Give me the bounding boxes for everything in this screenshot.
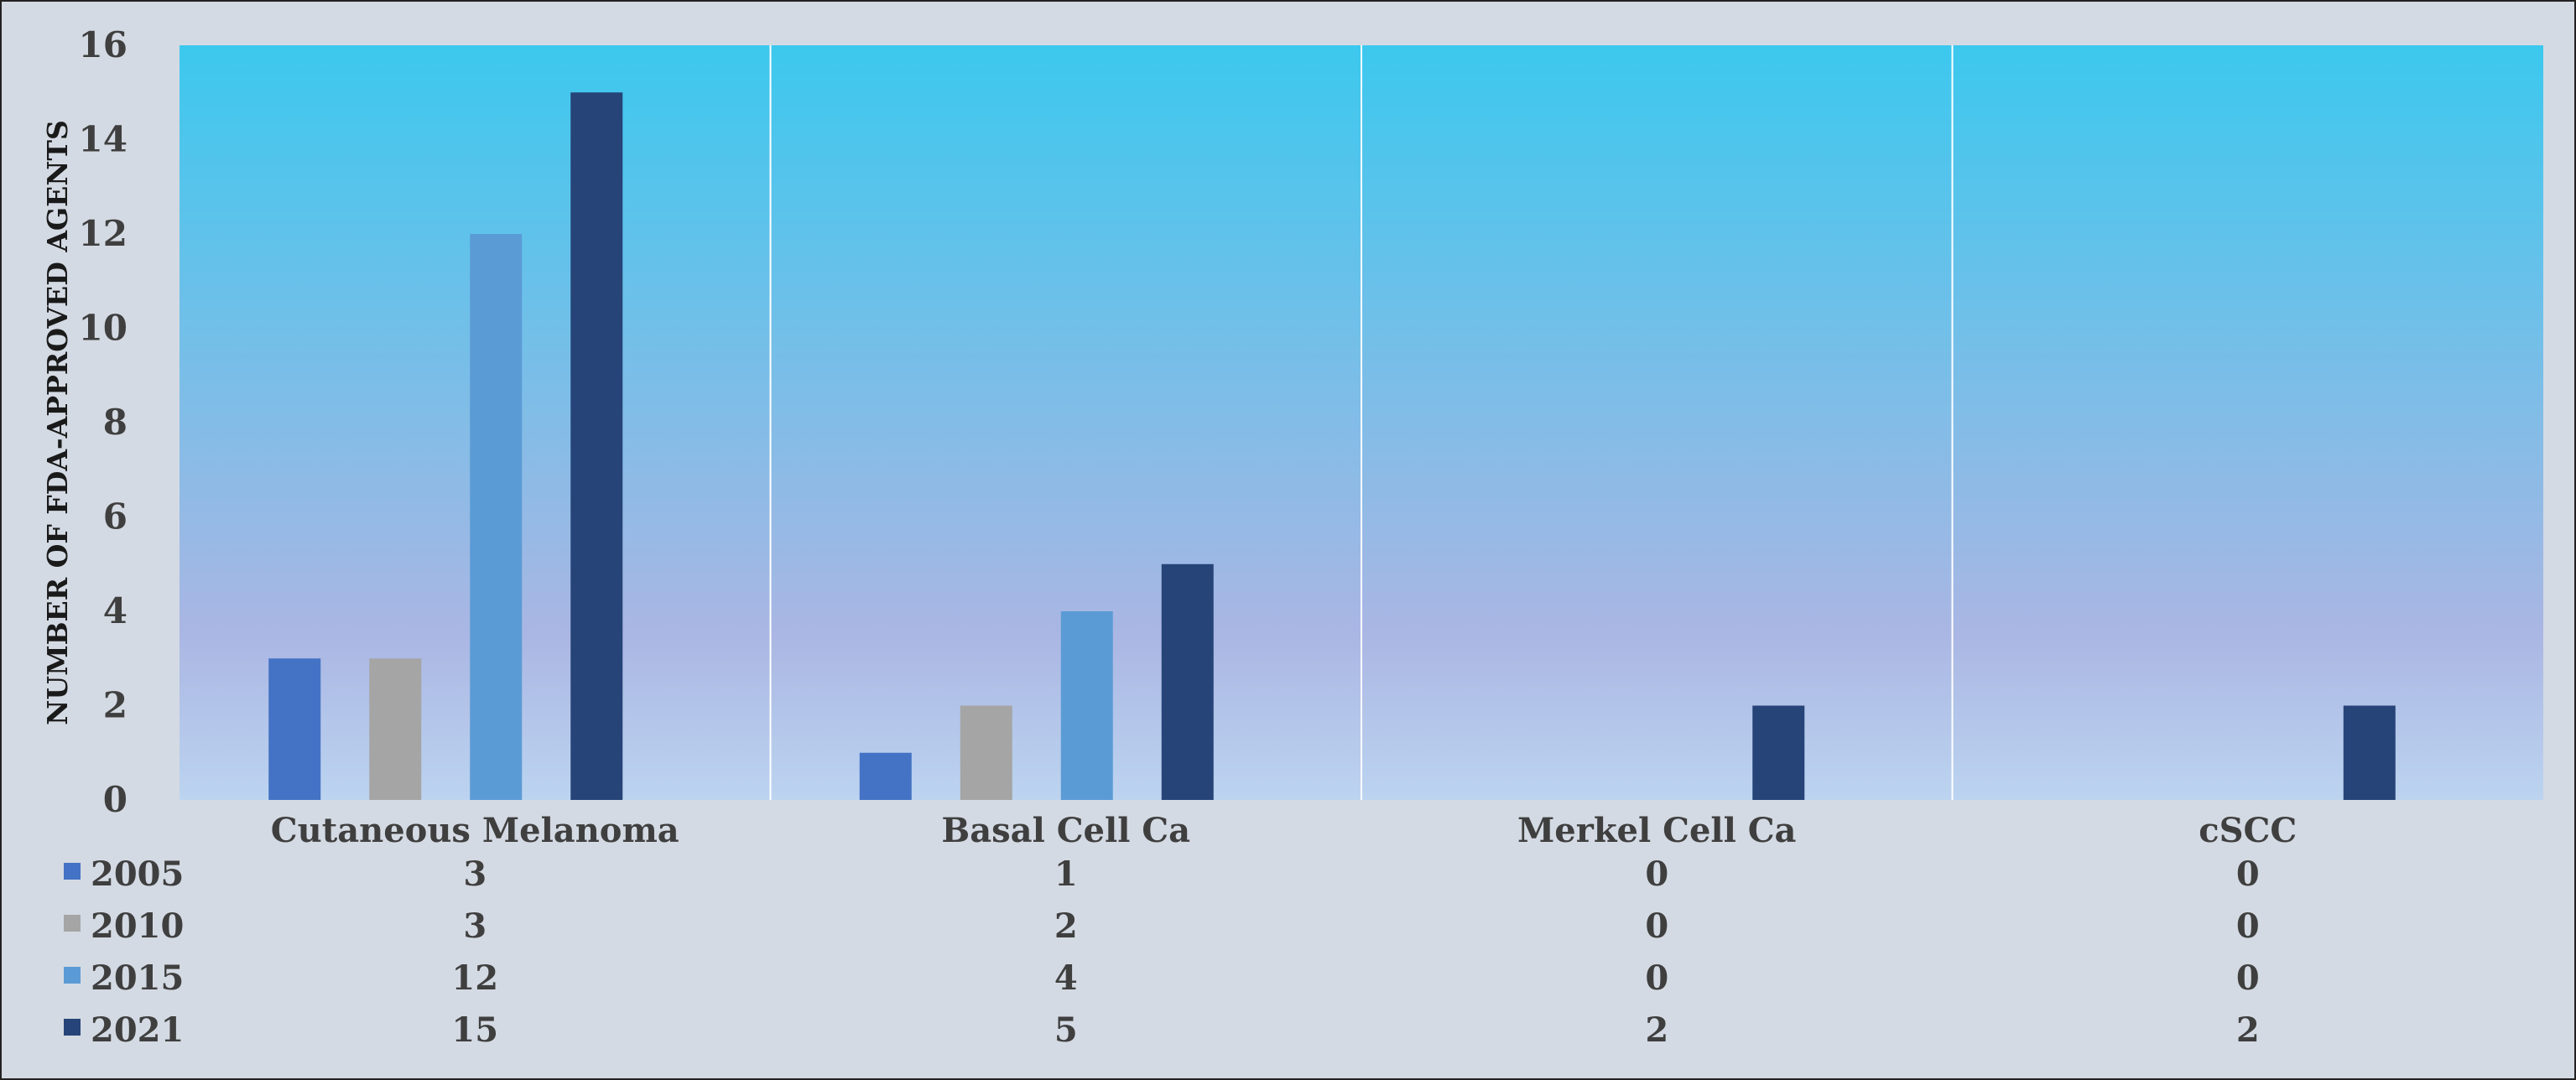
table-cell: 0 — [2236, 906, 2260, 946]
table-cell: 0 — [1645, 906, 1668, 946]
table-cell: 4 — [1054, 958, 1078, 998]
legend-label: 2021 — [91, 1010, 184, 1050]
table-cell: 2 — [1054, 906, 1078, 946]
y-tick-label: 4 — [103, 590, 127, 631]
bar-2010-1 — [960, 705, 1012, 800]
bar-2010-0 — [369, 658, 422, 800]
table-cell: 0 — [2236, 958, 2260, 998]
y-tick-label: 12 — [79, 213, 127, 254]
bar-2015-0 — [470, 234, 523, 800]
table-cell: 0 — [1645, 854, 1668, 894]
bar-2021-3 — [2343, 705, 2396, 800]
table-cell: 0 — [2236, 854, 2260, 894]
legend-label: 2005 — [91, 854, 184, 894]
bar-2005-1 — [859, 752, 912, 800]
table-cell: 3 — [463, 906, 487, 946]
category-label: Merkel Cell Ca — [1517, 811, 1796, 850]
bars — [268, 92, 2396, 800]
data-table: 2005 3 1 0 0 2010 3 2 0 0 2015 12 4 0 0 2021 15 5 2 2 — [64, 854, 2260, 1050]
y-tick-label: 14 — [79, 119, 127, 160]
table-cell: 1 — [1054, 854, 1078, 894]
table-cell: 2 — [2236, 1010, 2260, 1050]
y-tick-label: 16 — [79, 24, 127, 65]
table-cell: 5 — [1054, 1010, 1078, 1050]
legend-swatch-2005 — [64, 863, 81, 880]
table-cell: 0 — [1645, 958, 1668, 998]
y-axis-ticks: 0 2 4 6 8 10 12 14 16 — [79, 24, 127, 820]
y-tick-label: 6 — [103, 496, 127, 537]
table-cell: 15 — [451, 1010, 498, 1050]
category-label: Cutaneous Melanoma — [271, 811, 679, 850]
y-tick-label: 10 — [79, 308, 127, 349]
bar-2021-2 — [1752, 705, 1805, 800]
category-label: cSCC — [2199, 811, 2297, 850]
legend-swatch-2015 — [64, 967, 81, 984]
category-separators — [769, 45, 1954, 800]
y-tick-label: 0 — [103, 779, 127, 820]
table-cell: 2 — [1645, 1010, 1668, 1050]
bar-2021-0 — [570, 92, 623, 800]
y-tick-label: 2 — [103, 685, 127, 726]
legend-label: 2010 — [91, 906, 184, 946]
bar-2015-1 — [1060, 611, 1113, 800]
table-cell: 3 — [463, 854, 487, 894]
category-labels: Cutaneous Melanoma Basal Cell Ca Merkel Ce… — [271, 811, 2297, 850]
y-axis-label: NUMBER OF FDA-APPROVED AGENTS — [41, 120, 74, 725]
legend-swatch-2010 — [64, 915, 81, 932]
category-label: Basal Cell Ca — [941, 811, 1190, 850]
bar-2021-1 — [1161, 563, 1214, 800]
legend-label: 2015 — [91, 958, 184, 998]
table-cell: 12 — [451, 958, 498, 998]
legend-swatch-2021 — [64, 1019, 81, 1036]
y-tick-label: 8 — [103, 402, 127, 443]
bar-2005-0 — [268, 658, 321, 800]
